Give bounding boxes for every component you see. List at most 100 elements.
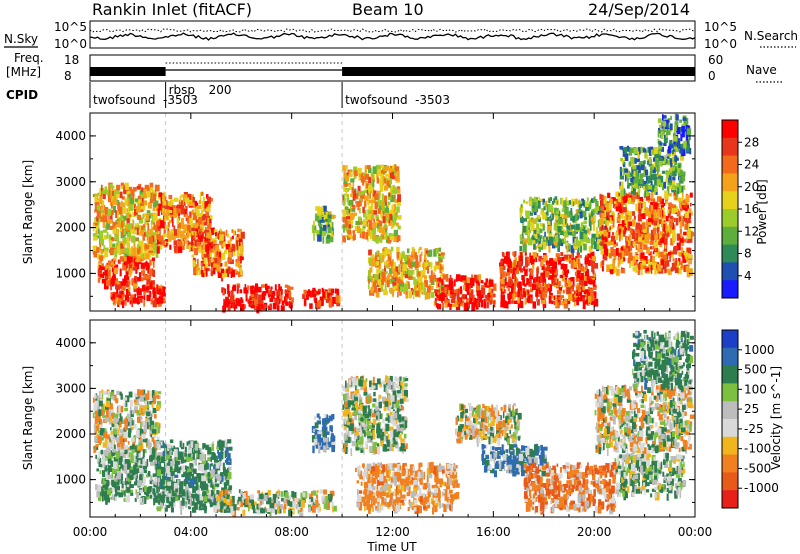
data-cell <box>129 197 134 205</box>
data-cell <box>676 141 680 149</box>
data-cell <box>121 300 125 305</box>
data-cell <box>438 256 441 263</box>
data-cell <box>151 402 154 408</box>
data-cell <box>276 299 280 306</box>
data-cell <box>99 244 102 248</box>
data-cell <box>126 288 129 295</box>
data-cell <box>134 262 139 267</box>
data-cell <box>676 242 681 251</box>
data-cell <box>145 221 149 226</box>
data-cell <box>152 232 157 236</box>
data-cell <box>202 214 206 221</box>
data-cell <box>572 236 577 245</box>
data-cell <box>121 285 126 291</box>
data-cell <box>513 293 516 300</box>
data-cell <box>548 295 552 304</box>
data-cell <box>578 288 581 292</box>
data-cell <box>527 290 530 295</box>
data-cell <box>164 209 169 215</box>
data-cell <box>501 271 506 278</box>
data-cell <box>157 230 160 235</box>
data-cell <box>576 240 580 248</box>
data-cell <box>641 222 646 230</box>
data-cell <box>596 243 599 250</box>
data-cell <box>607 249 610 257</box>
data-cell <box>532 221 535 226</box>
data-cell <box>131 300 134 307</box>
data-cell <box>637 185 641 193</box>
data-cell <box>532 204 535 210</box>
data-cell <box>385 271 388 275</box>
data-cell <box>505 256 510 265</box>
data-cell <box>503 300 507 309</box>
data-cell <box>415 291 420 297</box>
data-cell <box>143 225 146 232</box>
data-cell <box>529 272 533 280</box>
data-cell <box>101 273 105 278</box>
data-cell <box>489 301 492 305</box>
data-cell <box>126 237 130 244</box>
data-cell <box>536 199 538 207</box>
data-cell <box>547 220 551 225</box>
data-cell <box>200 261 206 267</box>
data-cell <box>207 206 211 212</box>
data-cell <box>600 199 603 205</box>
data-cell <box>438 247 441 252</box>
data-cell <box>578 262 582 270</box>
data-cell <box>206 196 211 204</box>
data-cell <box>600 248 604 255</box>
data-cell <box>400 271 403 280</box>
data-cell <box>112 448 117 453</box>
data-cell <box>133 288 138 293</box>
data-cell <box>558 217 562 225</box>
data-cell <box>120 291 124 295</box>
data-cell <box>336 296 339 303</box>
data-cell <box>656 209 661 217</box>
data-cell <box>571 198 574 206</box>
data-cell <box>382 248 385 252</box>
data-cell <box>650 198 655 202</box>
data-cell <box>198 234 203 242</box>
data-cell <box>683 252 688 256</box>
data-cell <box>385 228 388 235</box>
data-cell <box>630 191 635 195</box>
data-cell <box>149 198 154 204</box>
data-cell <box>637 184 640 189</box>
data-cell <box>144 184 150 190</box>
data-cell <box>96 204 100 213</box>
data-cell <box>601 234 606 240</box>
data-cell <box>619 146 624 150</box>
data-cell <box>221 240 225 244</box>
data-cell <box>140 428 144 434</box>
data-cell <box>198 213 203 220</box>
data-cell <box>662 121 667 127</box>
data-cell <box>413 278 417 286</box>
data-cell <box>554 218 558 225</box>
data-cell <box>587 278 592 284</box>
data-cell <box>660 221 665 228</box>
data-cell <box>504 255 507 262</box>
data-cell <box>140 206 145 210</box>
data-cell <box>123 186 127 195</box>
data-cell <box>203 208 207 212</box>
data-cell <box>519 208 522 213</box>
data-cell <box>596 201 599 207</box>
data-cell <box>112 228 117 235</box>
data-cell <box>105 400 111 408</box>
data-cell <box>666 232 670 237</box>
data-cell <box>673 125 677 131</box>
data-cell <box>538 288 541 294</box>
data-cell <box>174 245 177 253</box>
data-cell <box>150 223 153 230</box>
data-cell <box>210 262 214 268</box>
data-cell <box>152 291 156 299</box>
data-cell <box>342 200 345 206</box>
data-cell <box>108 271 110 277</box>
data-cell <box>288 291 292 298</box>
data-cell <box>224 288 227 294</box>
data-cell <box>676 157 679 161</box>
data-cell <box>599 194 603 200</box>
data-cell <box>393 214 397 221</box>
data-cell <box>352 230 355 234</box>
data-cell <box>128 186 133 191</box>
